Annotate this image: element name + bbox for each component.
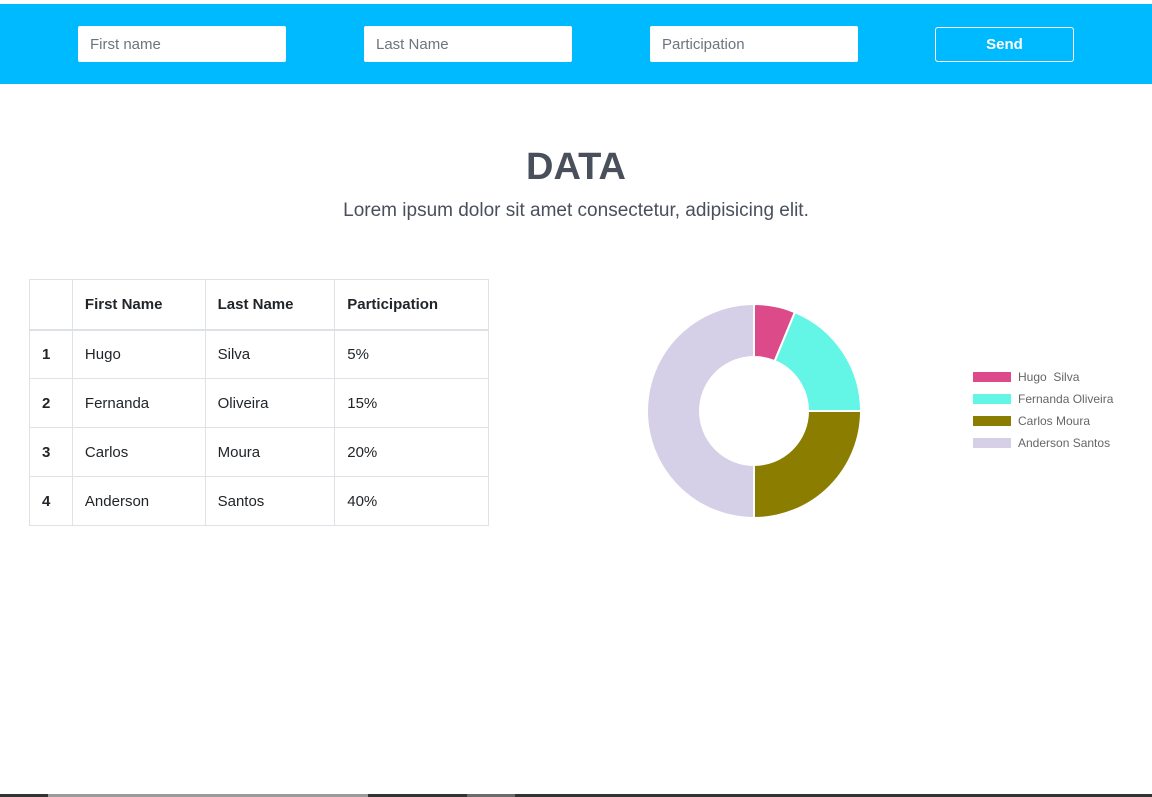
cell-first-name: Anderson xyxy=(71,476,206,526)
cell-first-name: Fernanda xyxy=(71,378,206,428)
cell-last-name: Silva xyxy=(204,329,336,379)
cell-first-name: Carlos xyxy=(71,427,206,477)
cell-participation: 5% xyxy=(334,329,489,379)
cell-last-name: Santos xyxy=(204,476,336,526)
legend-swatch[interactable] xyxy=(973,372,1011,382)
first-name-input[interactable] xyxy=(78,26,286,62)
header-participation: Participation xyxy=(334,279,489,331)
participation-input[interactable] xyxy=(650,26,858,62)
header-index xyxy=(29,279,73,331)
legend-swatch[interactable] xyxy=(973,394,1011,404)
cell-participation: 20% xyxy=(334,427,489,477)
page-subtitle: Lorem ipsum dolor sit amet consectetur, … xyxy=(343,200,809,221)
bottom-scroll-strip xyxy=(0,794,1152,797)
legend-swatch[interactable] xyxy=(973,416,1011,426)
cell-participation: 15% xyxy=(334,378,489,428)
header-last-name: Last Name xyxy=(204,279,336,331)
last-name-input[interactable] xyxy=(364,26,572,62)
table-row: 2 Fernanda Oliveira 15% xyxy=(29,378,489,428)
row-index: 1 xyxy=(29,329,73,379)
legend-label[interactable]: Fernanda Oliveira xyxy=(1018,392,1114,406)
chart-slice[interactable] xyxy=(753,410,863,520)
chart-slice[interactable] xyxy=(646,302,755,520)
legend-swatch[interactable] xyxy=(973,438,1011,448)
page-title: DATA xyxy=(526,146,626,188)
table-row: 3 Carlos Moura 20% xyxy=(29,427,489,477)
cell-last-name: Moura xyxy=(204,427,336,477)
table-row: 4 Anderson Santos 40% xyxy=(29,476,489,526)
row-index: 3 xyxy=(29,427,73,477)
cell-first-name: Hugo xyxy=(71,329,206,379)
participation-doughnut-chart: Hugo Silva Fernanda Oliveira Carlos Moura A… xyxy=(646,302,1114,520)
cell-last-name: Oliveira xyxy=(204,378,336,428)
table-header-row: First Name Last Name Participation xyxy=(29,279,489,331)
row-index: 4 xyxy=(29,476,73,526)
table-row: 1 Hugo Silva 5% xyxy=(29,329,489,379)
legend-label[interactable]: Anderson Santos xyxy=(1018,436,1110,450)
scroll-segment xyxy=(48,794,368,797)
participation-table: First Name Last Name Participation 1 Hug… xyxy=(29,279,489,526)
scroll-segment xyxy=(467,794,515,797)
send-button[interactable]: Send xyxy=(935,27,1074,62)
top-form-bar: Send xyxy=(0,4,1152,84)
legend-label[interactable]: Hugo Silva xyxy=(1018,370,1080,384)
row-index: 2 xyxy=(29,378,73,428)
cell-participation: 40% xyxy=(334,476,489,526)
header-first-name: First Name xyxy=(71,279,206,331)
legend-label[interactable]: Carlos Moura xyxy=(1018,414,1090,428)
